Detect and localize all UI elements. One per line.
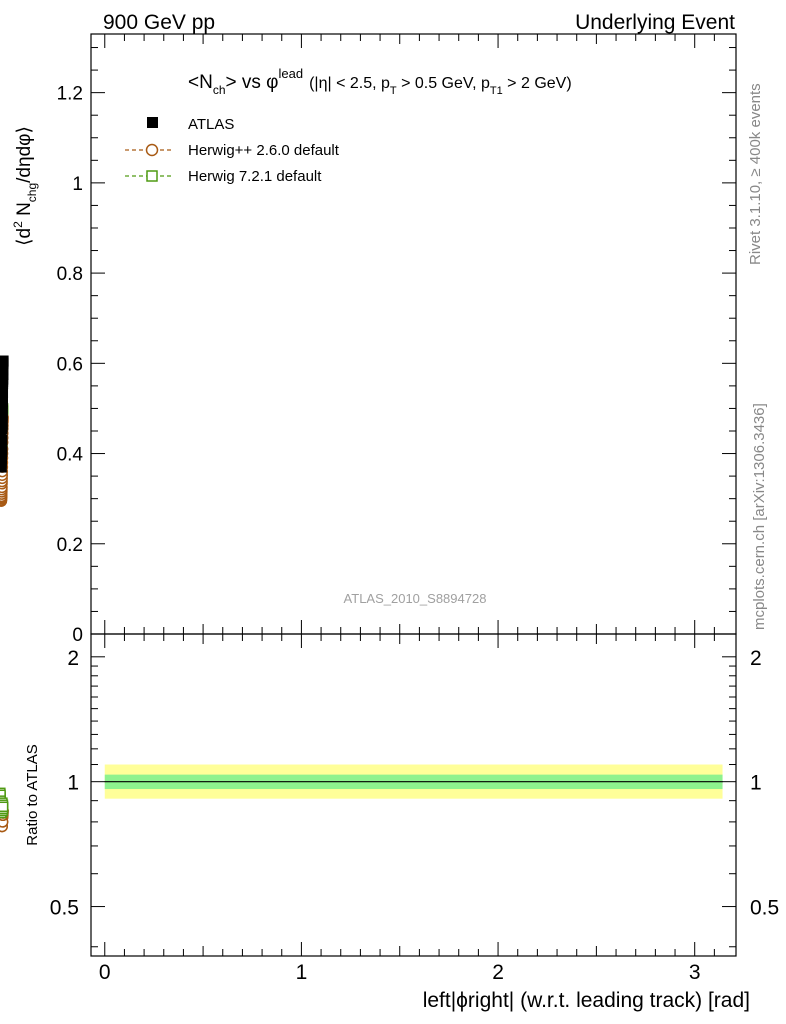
ratio-uncertainty-band	[104, 764, 723, 799]
atlas-point	[0, 369, 9, 381]
atlas-point	[0, 387, 9, 399]
xtick-label: 3	[689, 961, 701, 984]
xtick-label: 2	[492, 961, 504, 984]
ratio-ytick-label: 1	[67, 772, 79, 795]
xtick-label: 0	[99, 961, 111, 984]
main-ytick-label: 0.4	[57, 445, 84, 466]
main-series	[0, 355, 9, 507]
ratio-ylabel: Ratio to ATLAS	[24, 744, 41, 845]
atlas-point	[0, 443, 8, 455]
atlas-point	[0, 396, 8, 408]
main-panel: 0 0.2 0.4 0.6 0.8 1 1.2 <Nch> vs φlead(|η| < 2…	[0, 33, 737, 646]
legend-marker-herwig7	[146, 170, 158, 182]
rivet-label: Rivet 3.1.10, ≥ 400k events	[747, 83, 764, 265]
x-axis-label: left|ϕright| (w.r.t. leading track) [rad…	[423, 989, 750, 1012]
legend-label-herwigpp: Herwig++ 2.6.0 default	[188, 142, 340, 159]
ratio-axis-ticks: 0.5 0.5 1 1 2 2 0 1 2 3	[50, 634, 779, 984]
analysis-watermark: ATLAS_2010_S8894728	[344, 591, 487, 606]
main-axis-ticks: 0 0.2 0.4 0.6 0.8 1 1.2	[57, 34, 736, 646]
legend-item-herwig7: Herwig 7.2.1 default	[125, 168, 322, 185]
atlas-point	[0, 461, 7, 473]
legend-item-atlas: ATLAS	[147, 116, 234, 133]
atlas-point	[0, 418, 8, 430]
ratio-series	[0, 787, 9, 833]
ratio-ytick-label: 0.5	[50, 897, 79, 920]
xtick-label: 1	[296, 961, 308, 984]
header-right: Underlying Event	[575, 11, 735, 34]
main-plot-title: <Nch> vs φlead(|η| < 2.5, pT > 0.5 GeV, …	[188, 66, 572, 97]
ratio-herwig7-point	[0, 801, 9, 813]
legend-marker-atlas	[147, 117, 158, 128]
main-ytick-label: 1	[72, 174, 83, 195]
ratio-ytick-label-right: 0.5	[750, 897, 779, 920]
ratio-plot-frame	[90, 633, 737, 957]
ratio-ytick-label-right: 2	[750, 647, 762, 670]
atlas-point	[0, 409, 8, 421]
main-ytick-label: 0.6	[57, 354, 83, 375]
atlas-point	[0, 355, 9, 367]
legend-label-herwig7: Herwig 7.2.1 default	[188, 168, 322, 185]
legend-item-herwigpp: Herwig++ 2.6.0 default	[125, 142, 340, 159]
main-ytick-label: 0.8	[57, 264, 83, 285]
ratio-panel: 0.5 0.5 1 1 2 2 0 1 2 3 Ratio to ATLAS left|ϕrigh…	[0, 633, 779, 1012]
legend: ATLAS Herwig++ 2.6.0 default Herwig 7.2.…	[125, 116, 340, 185]
ratio-ytick-label-right: 1	[750, 772, 762, 795]
main-ylabel: ⟨d2 Nchg/dηdφ⟩	[11, 126, 39, 246]
header-left: 900 GeV pp	[103, 11, 215, 34]
mcplots-label: mcplots.cern.ch [arXiv:1306.3436]	[751, 403, 768, 630]
legend-label-atlas: ATLAS	[188, 116, 234, 133]
legend-marker-herwigpp	[145, 143, 159, 157]
main-ytick-label: 0.2	[57, 535, 83, 556]
main-ytick-label: 0	[72, 625, 83, 646]
ratio-ytick-label: 2	[67, 647, 79, 670]
atlas-point	[0, 434, 8, 446]
main-ytick-label: 1.2	[57, 84, 83, 105]
